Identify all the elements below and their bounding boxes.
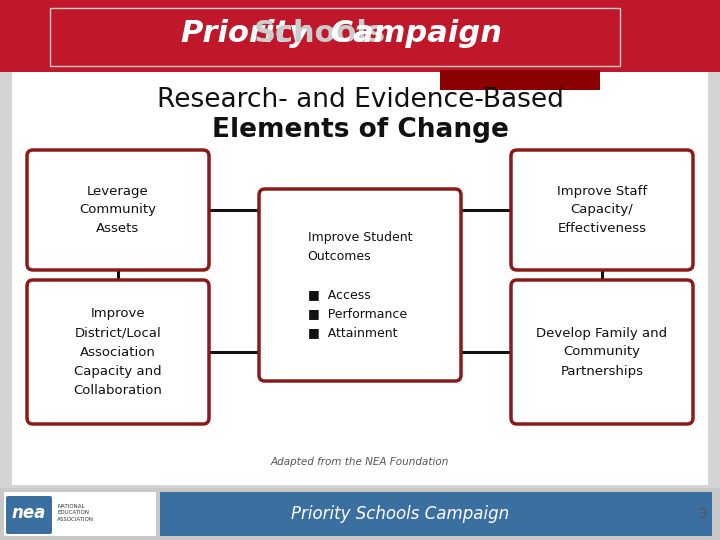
Text: Schools: Schools bbox=[254, 19, 386, 49]
Text: Elements of Change: Elements of Change bbox=[212, 117, 508, 143]
Bar bbox=[12, 55, 708, 485]
Text: Improve Student
Outcomes

■  Access
■  Performance
■  Attainment: Improve Student Outcomes ■ Access ■ Perf… bbox=[307, 231, 413, 339]
Text: Improve
District/Local
Association
Capacity and
Collaboration: Improve District/Local Association Capac… bbox=[73, 307, 163, 396]
FancyBboxPatch shape bbox=[511, 280, 693, 424]
Text: nea: nea bbox=[12, 504, 46, 522]
Bar bbox=[0, 0, 720, 72]
FancyBboxPatch shape bbox=[27, 280, 209, 424]
Bar bbox=[0, 488, 720, 540]
Text: Adapted from the NEA Foundation: Adapted from the NEA Foundation bbox=[271, 457, 449, 467]
Text: Priority Schools Campaign: Priority Schools Campaign bbox=[291, 505, 509, 523]
Text: Improve Staff
Capacity/
Effectiveness: Improve Staff Capacity/ Effectiveness bbox=[557, 185, 647, 235]
Text: NATIONAL
EDUCATION
ASSOCIATION: NATIONAL EDUCATION ASSOCIATION bbox=[57, 504, 94, 522]
Text: Priority: Priority bbox=[181, 19, 320, 49]
FancyBboxPatch shape bbox=[27, 150, 209, 270]
Text: Campaign: Campaign bbox=[320, 19, 502, 49]
Text: Leverage
Community
Assets: Leverage Community Assets bbox=[79, 185, 156, 235]
FancyBboxPatch shape bbox=[511, 150, 693, 270]
Bar bbox=[160, 492, 712, 536]
Text: Develop Family and
Community
Partnerships: Develop Family and Community Partnership… bbox=[536, 327, 667, 377]
Text: 3: 3 bbox=[699, 507, 708, 521]
FancyBboxPatch shape bbox=[6, 496, 52, 534]
FancyBboxPatch shape bbox=[259, 189, 461, 381]
Bar bbox=[4, 492, 156, 536]
Text: Research- and Evidence-Based: Research- and Evidence-Based bbox=[156, 87, 564, 113]
Bar bbox=[440, 70, 600, 90]
